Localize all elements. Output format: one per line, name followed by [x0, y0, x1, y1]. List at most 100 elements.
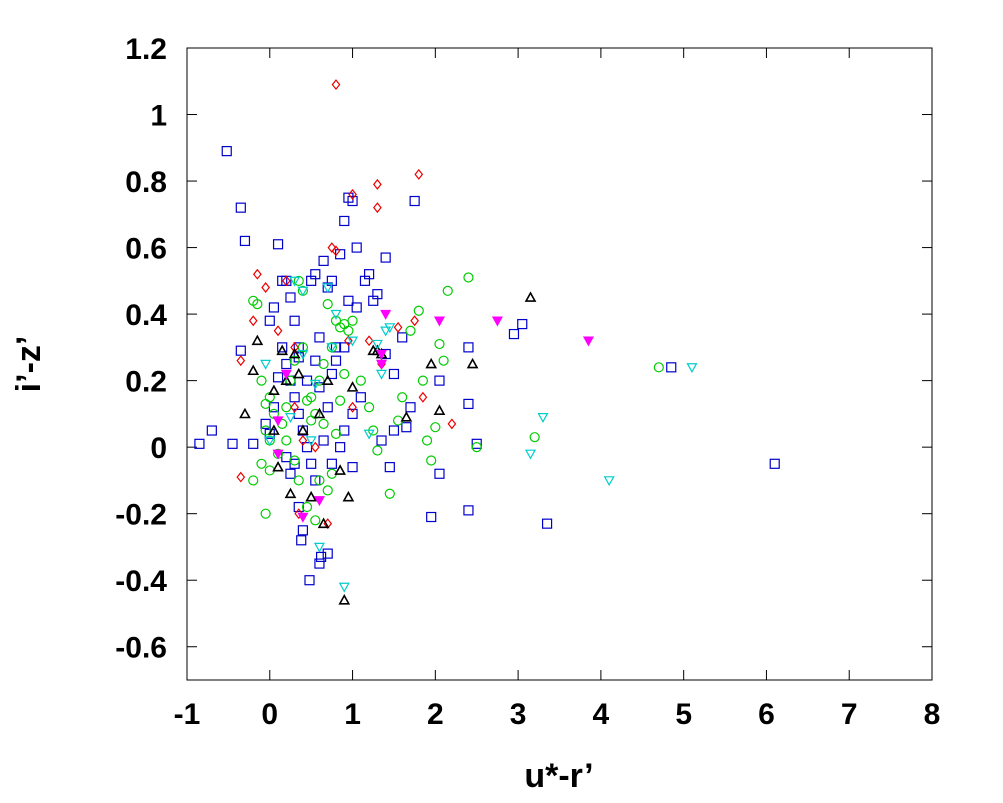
square-point: [289, 392, 300, 403]
square-point: [281, 452, 292, 463]
diamond-point: [290, 341, 299, 353]
square-point: [322, 402, 333, 413]
diamond-point: [447, 418, 457, 430]
y-tick-label: 1.2: [125, 33, 167, 66]
triangle-down-point: [297, 286, 309, 297]
triangle-up-point: [251, 334, 264, 346]
diamond-point: [294, 508, 304, 520]
triangle-down-point: [363, 429, 375, 440]
square-point: [384, 462, 395, 473]
square-point: [541, 518, 553, 529]
square-point: [380, 252, 391, 263]
triangle-down-point: [380, 326, 392, 337]
triangle-up-point: [288, 347, 301, 359]
triangle-down-point: [322, 283, 334, 294]
square-point: [296, 535, 307, 546]
diamond-point: [236, 471, 246, 483]
triangle-up-point: [313, 407, 326, 419]
diamond-point: [310, 441, 320, 453]
triangle-up-point: [247, 364, 260, 376]
diamond-point: [373, 178, 382, 190]
circle-point: [256, 375, 267, 386]
diamond-point: [393, 321, 403, 333]
square-point: [194, 438, 205, 449]
triangle-down-point: [686, 363, 698, 374]
square-point: [326, 458, 337, 469]
x-tick-label: 6: [758, 698, 775, 731]
circle-point: [322, 299, 333, 310]
triangle-down-point: [313, 542, 325, 553]
filled-triangle-down-point: [433, 316, 445, 327]
circle-point: [384, 488, 395, 499]
circle-point: [438, 355, 449, 366]
filled-triangle-down-point: [272, 449, 284, 460]
square-point: [434, 468, 445, 479]
triangle-up-point: [466, 357, 479, 369]
y-tick-label: 0.4: [125, 299, 167, 332]
square-point: [388, 368, 400, 380]
square-point: [268, 302, 280, 313]
circle-point: [471, 442, 482, 453]
square-point: [221, 146, 232, 157]
square-point: [248, 438, 259, 449]
square-point: [426, 511, 437, 523]
triangle-down-point: [603, 476, 615, 487]
filled-triangle-down-point: [491, 316, 503, 327]
square-point: [463, 505, 474, 516]
circle-point: [355, 375, 366, 386]
y-axis-label: i’-z’: [10, 336, 48, 393]
square-point: [310, 355, 321, 366]
circle-point: [421, 435, 433, 446]
triangle-down-point: [537, 413, 549, 423]
square-point: [318, 255, 329, 266]
circle-point: [289, 455, 300, 466]
diamond-point: [348, 401, 357, 413]
diamond-point: [298, 435, 308, 446]
diamond-point: [414, 168, 424, 180]
filled-triangle-down-point: [376, 359, 388, 370]
x-tick-label: 3: [510, 698, 527, 731]
square-point: [330, 355, 342, 366]
square-point: [285, 292, 296, 303]
square-point: [318, 435, 329, 446]
triangle-down-point: [384, 323, 396, 334]
square-point: [289, 458, 300, 469]
filled-triangle-down-point: [582, 336, 594, 347]
triangle-up-point: [425, 357, 438, 369]
diamond-point: [348, 188, 357, 200]
axis-ticks: -1 0 1 2 3 4 5 6 7 8 -0.6 -0.4 -0.2 0 0.2 0.4 0.6 0.8 1 1.2: [115, 33, 940, 731]
square-point: [310, 475, 321, 486]
triangle-down-point: [297, 349, 309, 360]
triangle-up-point: [297, 424, 309, 435]
square-point: [304, 575, 315, 586]
circle-point: [413, 305, 424, 316]
circle-point: [314, 475, 325, 486]
x-tick-label: -1: [174, 698, 201, 731]
circle-point: [293, 475, 304, 486]
square-point: [355, 392, 366, 403]
triangle-up-point: [524, 291, 537, 302]
filled-triangle-down-point: [280, 369, 292, 380]
square-point: [264, 315, 275, 326]
square-point: [335, 442, 346, 453]
circle-point: [301, 501, 313, 513]
filled-triangle-down-point: [272, 416, 284, 427]
diamond-point: [290, 401, 299, 413]
triangle-down-point: [326, 343, 338, 354]
triangle-down-point: [376, 369, 388, 380]
circle-point: [252, 299, 263, 310]
square-point: [666, 362, 677, 373]
square-point: [281, 358, 292, 370]
x-tick-label: 5: [675, 698, 692, 731]
triangle-down-point: [260, 359, 272, 370]
square-point: [339, 215, 350, 227]
square-point: [463, 342, 474, 353]
square-point: [401, 422, 412, 433]
triangle-up-point: [400, 411, 413, 422]
square-point: [434, 375, 445, 386]
circle-point: [343, 325, 354, 336]
diamond-point: [410, 315, 420, 327]
square-point: [235, 202, 246, 213]
triangle-down-point: [305, 436, 317, 447]
circle-point: [310, 515, 321, 526]
